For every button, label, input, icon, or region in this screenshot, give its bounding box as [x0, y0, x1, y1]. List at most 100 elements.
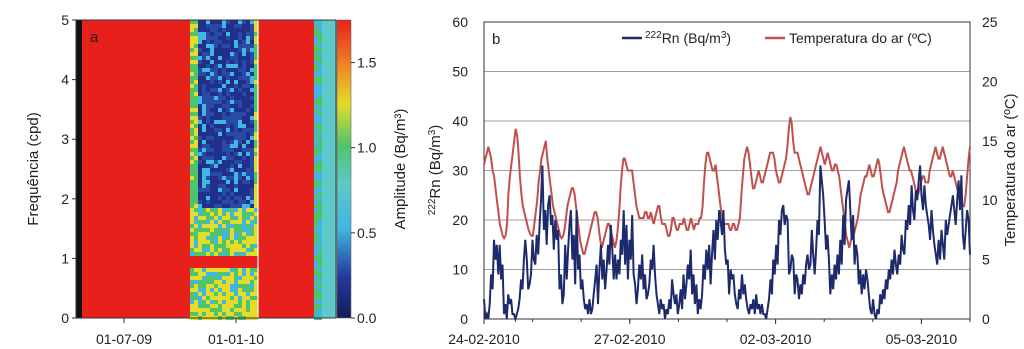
- heatmap-cell: [238, 220, 242, 224]
- heatmap-cell: [234, 288, 238, 292]
- colorbar-tick-label: 1.5: [357, 55, 377, 71]
- heatmap-cell: [194, 144, 198, 148]
- heatmap-cell: [242, 144, 246, 148]
- heatmap-cell: [218, 88, 222, 92]
- heatmap-cell: [234, 48, 238, 52]
- heatmap-cell: [206, 68, 210, 72]
- heatmap-cell: [246, 264, 250, 268]
- heatmap-cell: [246, 68, 250, 72]
- heatmap-cell: [250, 236, 254, 240]
- heatmap-cell: [218, 192, 222, 196]
- heatmap-cell: [218, 104, 222, 108]
- heatmap-cell: [202, 116, 206, 120]
- heatmap-cell: [230, 60, 234, 64]
- heatmap-cell: [254, 228, 258, 232]
- heatmap-cell: [210, 256, 214, 260]
- heatmap-cell: [230, 304, 234, 308]
- heatmap-cell: [226, 284, 230, 288]
- heatmap-cell: [246, 116, 250, 120]
- heatmap-cell: [214, 228, 218, 232]
- heatmap-cell: [314, 88, 318, 92]
- heatmap-cell: [206, 124, 210, 128]
- heatmap-cell: [202, 312, 206, 316]
- heatmap-cell: [242, 312, 246, 316]
- heatmap-cell: [194, 208, 198, 212]
- heatmap-cell: [314, 256, 318, 260]
- heatmap-cell: [246, 220, 250, 224]
- heatmap-cell: [234, 20, 238, 24]
- heatmap-cell: [246, 304, 250, 308]
- heatmap-cell: [254, 192, 258, 196]
- heatmap-cell: [318, 48, 322, 52]
- heatmap-cell: [314, 100, 318, 104]
- heatmap-cell: [234, 304, 238, 308]
- heatmap-cell: [214, 216, 218, 220]
- heatmap-cell: [198, 228, 202, 232]
- heatmap-cell: [242, 296, 246, 300]
- heatmap-cell: [206, 220, 210, 224]
- heatmap-cell: [210, 184, 214, 188]
- heatmap-cell: [234, 124, 238, 128]
- heatmap-cell: [226, 140, 230, 144]
- heatmap-cell: [226, 64, 230, 68]
- heatmap-cell: [250, 144, 254, 148]
- heatmap-cell: [210, 76, 214, 80]
- heatmap-cell: [230, 244, 234, 248]
- heatmap-cell: [202, 248, 206, 252]
- heatmap-cell: [214, 284, 218, 288]
- heatmap-cell: [226, 84, 230, 88]
- heatmap-cell: [218, 292, 222, 296]
- heatmap-cell: [214, 108, 218, 112]
- heatmap-cell: [190, 268, 194, 272]
- heatmap-cell: [206, 160, 210, 164]
- heatmap-cell: [242, 152, 246, 156]
- heatmap-cell: [202, 212, 206, 216]
- heatmap-cell: [194, 112, 198, 116]
- heatmap-cell: [242, 264, 246, 268]
- heatmap-cell: [210, 252, 214, 256]
- heatmap-cell: [202, 160, 206, 164]
- heatmap-cell: [190, 108, 194, 112]
- heatmap-cell: [210, 48, 214, 52]
- heatmap-cell: [242, 244, 246, 248]
- heatmap-cell: [210, 300, 214, 304]
- heatmap-cell: [254, 272, 258, 276]
- heatmap-cell: [194, 260, 198, 264]
- heatmap-cell: [230, 288, 234, 292]
- heatmap-cell: [198, 144, 202, 148]
- heatmap-cell: [198, 80, 202, 84]
- heatmap-cell: [194, 28, 198, 32]
- heatmap-cell: [242, 224, 246, 228]
- heatmap-cell: [214, 224, 218, 228]
- heatmap-cell: [190, 64, 194, 68]
- heatmap-cell: [194, 148, 198, 152]
- heatmap-cell: [206, 152, 210, 156]
- heatmap-cell: [250, 84, 254, 88]
- heatmap-cell: [214, 152, 218, 156]
- heatmap-cell: [226, 68, 230, 72]
- heatmap-cell: [206, 200, 210, 204]
- heatmap-cell: [226, 176, 230, 180]
- heatmap-cell: [226, 300, 230, 304]
- heatmap-cell: [202, 240, 206, 244]
- heatmap-cell: [194, 232, 198, 236]
- heatmap-cell: [230, 196, 234, 200]
- heatmap-cell: [198, 212, 202, 216]
- heatmap-cell: [202, 220, 206, 224]
- heatmap-cell: [198, 164, 202, 168]
- heatmap-cell: [242, 276, 246, 280]
- heatmap-cell: [198, 100, 202, 104]
- heatmap-cell: [246, 224, 250, 228]
- heatmap-cell: [246, 140, 250, 144]
- heatmap-cell: [230, 52, 234, 56]
- heatmap-cell: [214, 100, 218, 104]
- heatmap-cell: [238, 224, 242, 228]
- heatmap-cell: [246, 24, 250, 28]
- heatmap-cell: [194, 312, 198, 316]
- heatmap-cell: [194, 284, 198, 288]
- heatmap-cell: [318, 272, 322, 276]
- heatmap-cell: [230, 128, 234, 132]
- heatmap-cell: [206, 300, 210, 304]
- heatmap-cell: [250, 192, 254, 196]
- heatmap-cell: [206, 280, 210, 284]
